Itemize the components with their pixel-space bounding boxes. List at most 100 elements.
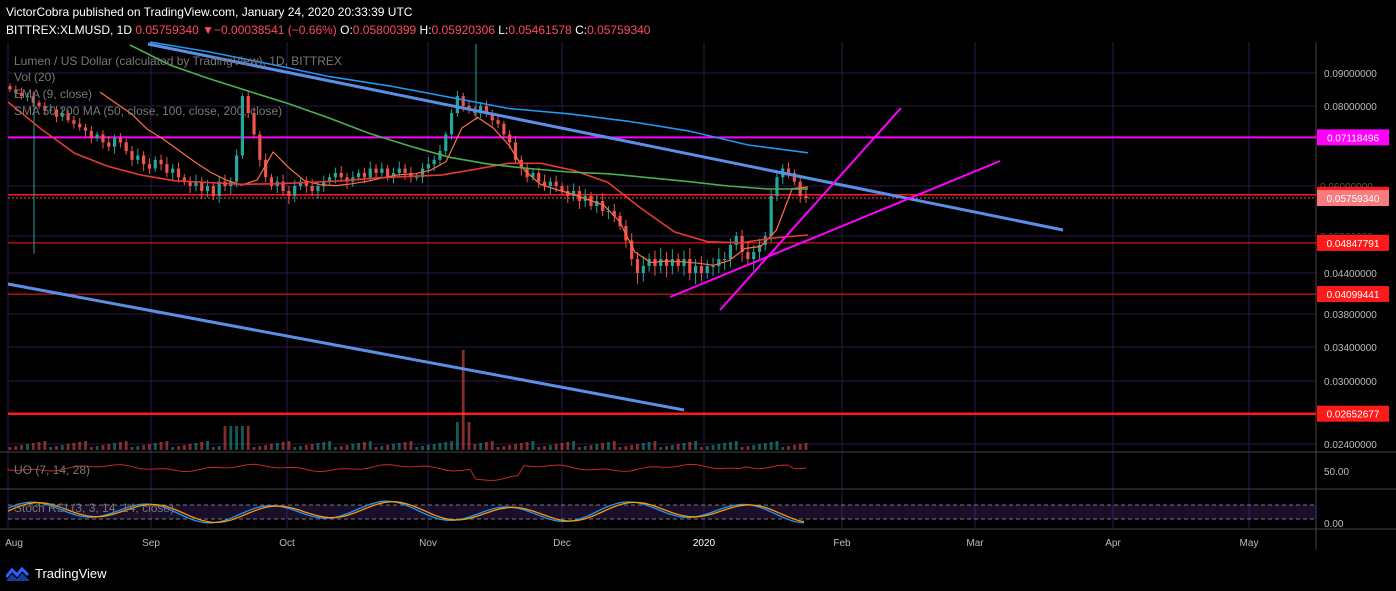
- volume-bar: [206, 441, 209, 450]
- candle-body: [49, 109, 53, 111]
- candle-body: [112, 138, 117, 147]
- x-tick-label: Aug: [5, 538, 23, 549]
- volume-bar: [444, 442, 448, 450]
- candle-body: [205, 186, 210, 191]
- stoch-d-line: [7, 501, 805, 524]
- candle-body: [136, 155, 140, 160]
- volume-bar: [200, 442, 204, 450]
- candle-body: [763, 236, 767, 245]
- x-tick-label: 2020: [693, 538, 716, 549]
- volume-bar: [177, 446, 180, 450]
- symbol: BITTREX:XLMUSD, 1D: [6, 23, 133, 37]
- candle-body: [711, 266, 715, 267]
- candle-body: [304, 181, 308, 186]
- legend-sma: SMA 50 200 MA (50, close, 100, close, 20…: [14, 104, 282, 118]
- volume-bar: [496, 447, 500, 450]
- ma200-line: [149, 41, 809, 154]
- legend-ema: EMA (9, close): [14, 87, 92, 101]
- candle-body: [554, 181, 558, 186]
- uo-tick-label: 50.00: [1324, 467, 1349, 478]
- candle-body: [60, 113, 64, 117]
- candle-body: [89, 130, 93, 138]
- candle-body: [635, 259, 640, 273]
- candle-body: [490, 113, 494, 121]
- volume-bar: [363, 442, 366, 450]
- candle-body: [287, 191, 291, 196]
- candle-body: [694, 266, 698, 273]
- candle-body: [176, 168, 181, 178]
- candle-body: [333, 172, 337, 178]
- tradingview-logo-icon: [6, 566, 30, 581]
- price-change: −0.00038541 (−0.66%): [214, 23, 337, 37]
- volume-bar: [241, 426, 244, 450]
- uo-line: [7, 463, 807, 481]
- volume-bar: [636, 444, 639, 450]
- x-tick-label: May: [1240, 538, 1259, 549]
- volume-bar: [275, 443, 279, 450]
- volume-bar: [153, 443, 157, 450]
- price-level-box: [1317, 286, 1389, 303]
- volume-bar: [653, 441, 657, 450]
- candle-body: [368, 168, 372, 178]
- candle-body: [269, 177, 274, 186]
- volume-bar: [705, 446, 709, 450]
- volume-bar: [281, 442, 285, 450]
- candle-body: [240, 96, 245, 156]
- volume-bar: [258, 446, 262, 450]
- volume-bar: [589, 445, 593, 450]
- candle-body: [293, 186, 297, 196]
- y-tick-label: 0.03800000: [1324, 310, 1377, 321]
- candle-body: [496, 120, 500, 124]
- volume-bar: [345, 445, 349, 450]
- legend-uo: UO (7, 14, 28): [14, 463, 90, 477]
- candle-body: [659, 259, 663, 266]
- descending-trendline: [147, 42, 1064, 232]
- volume-bar: [380, 446, 384, 450]
- candle-body: [717, 259, 721, 266]
- volume-bar: [118, 442, 122, 450]
- volume-bar: [392, 444, 395, 450]
- candle-body: [734, 236, 738, 245]
- candle-body: [118, 138, 122, 143]
- candle-body: [258, 134, 262, 160]
- volume-bar: [781, 447, 785, 450]
- close-label: C:: [575, 23, 588, 37]
- volume-bar: [502, 446, 506, 450]
- candle-body: [188, 181, 192, 186]
- candle-body: [432, 159, 436, 165]
- candle-body: [72, 120, 76, 124]
- low-label: L:: [498, 23, 509, 37]
- candle-body: [618, 216, 622, 226]
- candle-body: [426, 164, 430, 169]
- candle-body: [8, 86, 12, 90]
- stoch-tick-label: 0.00: [1324, 519, 1344, 530]
- volume-bar: [14, 446, 18, 450]
- candle-body: [449, 113, 454, 135]
- volume-bar: [188, 444, 192, 450]
- candle-body: [601, 201, 605, 211]
- legend-stoch: Stoch RSI (3, 3, 14, 14, close): [14, 501, 174, 515]
- candle-body: [775, 177, 779, 196]
- candle-body: [124, 142, 128, 152]
- volume-bar: [421, 446, 424, 450]
- volume-bar: [490, 441, 494, 450]
- candle-body: [403, 168, 407, 173]
- candle-body: [147, 164, 152, 169]
- volume-bar: [665, 446, 668, 450]
- candle-body: [664, 259, 669, 266]
- candle-body: [234, 155, 239, 182]
- volume-bar: [775, 441, 779, 450]
- x-tick-label: Mar: [966, 538, 984, 549]
- candle-body: [537, 172, 541, 182]
- candle-body: [165, 164, 169, 173]
- volume-bar: [612, 441, 616, 450]
- volume-bar: [578, 447, 581, 450]
- candle-body: [159, 159, 163, 165]
- candle-body: [769, 196, 773, 236]
- volume-bar: [89, 447, 93, 450]
- volume-bar: [299, 446, 302, 450]
- volume-bar: [287, 441, 291, 450]
- candle-body: [479, 106, 483, 114]
- wedge-line-steep: [719, 107, 902, 311]
